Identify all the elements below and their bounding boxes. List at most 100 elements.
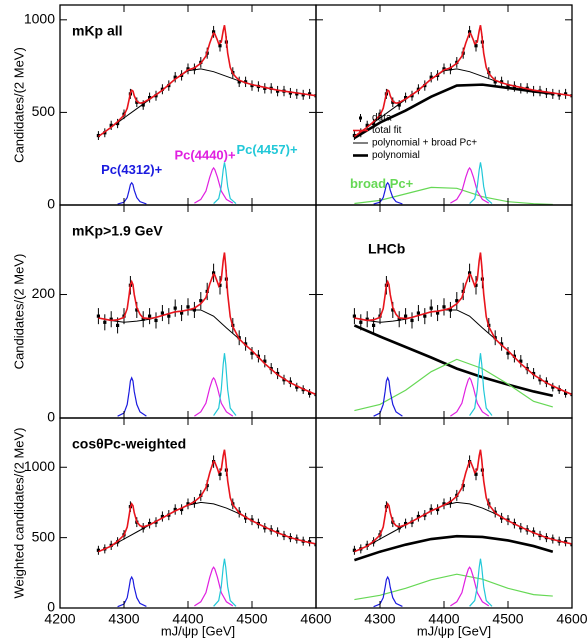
y-tick-label: 0: [47, 409, 55, 425]
fit-curve: [213, 162, 237, 204]
fit-curve: [450, 166, 490, 204]
data-point: [468, 271, 472, 275]
fit-curve: [117, 376, 147, 417]
data-point: [397, 526, 401, 530]
data-point: [474, 472, 478, 476]
data-point: [96, 314, 100, 318]
data-point: [436, 311, 440, 315]
data-point: [148, 95, 152, 100]
panel-label: cosθPc-weighted: [72, 436, 186, 452]
data-point: [551, 92, 555, 96]
data-point: [551, 385, 555, 389]
data-point: [308, 92, 312, 96]
fit-curve: [353, 25, 572, 138]
data-point: [109, 317, 113, 321]
fit-curve: [450, 376, 490, 417]
data-point: [141, 526, 145, 530]
data-point: [442, 502, 446, 506]
data-point: [442, 67, 446, 71]
data-point: [570, 543, 572, 547]
data-point: [429, 75, 433, 79]
fit-curve: [373, 575, 403, 608]
data-point: [442, 305, 446, 309]
data-point: [519, 359, 523, 363]
y-tick-label: 200: [32, 285, 56, 301]
fit-curve: [98, 252, 316, 396]
plot-area: [352, 252, 572, 417]
data-point: [218, 44, 222, 48]
x-tick-label: 4200: [44, 611, 75, 627]
data-point: [352, 548, 356, 552]
x-axis-label: mJ/ψp [GeV]: [417, 623, 491, 638]
fit-curve: [469, 353, 493, 416]
y-tick-label: 0: [47, 599, 55, 615]
x-tick-label: 4500: [492, 611, 523, 627]
panel-label: LHCb: [368, 241, 405, 257]
fit-curve: [98, 501, 316, 553]
fit-curve: [450, 566, 490, 607]
fit-curve: [98, 309, 316, 395]
x-tick-label: 4500: [236, 611, 267, 627]
data-point: [468, 30, 472, 34]
data-point: [167, 314, 171, 318]
data-point: [212, 30, 216, 34]
data-point: [397, 103, 401, 107]
data-point: [218, 283, 222, 287]
data-point: [192, 67, 196, 71]
data-point: [404, 95, 408, 100]
data-point: [173, 75, 177, 79]
panel-frame: [315, 417, 573, 609]
data-point: [276, 89, 280, 93]
data-point: [301, 93, 305, 97]
curve-label: Pc(4312)+: [101, 162, 162, 177]
data-point: [455, 299, 459, 303]
data-point: [96, 548, 100, 552]
fit-curve: [354, 449, 572, 553]
data-point: [416, 311, 420, 315]
data-point: [500, 342, 504, 346]
data-point: [564, 92, 568, 96]
data-point: [212, 271, 216, 275]
data-point: [237, 80, 241, 84]
data-point: [372, 121, 376, 126]
data-point: [436, 507, 440, 512]
data-point: [404, 521, 408, 526]
plot-area: [352, 25, 572, 205]
fit-curve: [194, 166, 234, 204]
data-point: [308, 391, 312, 395]
legend-label: data: [372, 113, 392, 124]
x-tick-label: 4600: [556, 611, 587, 627]
data-point: [148, 314, 152, 318]
data-point: [186, 305, 190, 309]
data-point: [141, 317, 145, 321]
fit-curve: [194, 376, 234, 417]
data-point: [295, 385, 299, 389]
data-point: [244, 80, 248, 84]
fit-curve: [213, 353, 237, 416]
legend-marker: [359, 116, 362, 120]
data-point: [391, 308, 395, 312]
data-point: [160, 514, 164, 519]
data-point: [288, 91, 292, 95]
data-point: [244, 342, 248, 346]
data-point: [263, 359, 267, 363]
data-point: [173, 507, 177, 512]
x-tick-label: 4300: [108, 611, 139, 627]
data-point: [500, 80, 504, 84]
fit-curve: [354, 358, 553, 412]
data-point: [109, 123, 113, 127]
plot-area: [96, 449, 316, 608]
data-point: [429, 306, 433, 310]
data-point: [429, 507, 433, 512]
data-point: [564, 391, 568, 395]
x-tick-label: 4400: [172, 611, 203, 627]
fit-curve: [354, 309, 572, 395]
data-point: [218, 472, 222, 476]
legend-label: polynomial: [372, 150, 420, 161]
y-axis-label: Candidates/(2 MeV): [11, 254, 26, 370]
fit-curve: [354, 252, 572, 396]
data-point: [519, 86, 523, 90]
x-tick-label: 4600: [300, 611, 331, 627]
data-point: [532, 371, 536, 376]
